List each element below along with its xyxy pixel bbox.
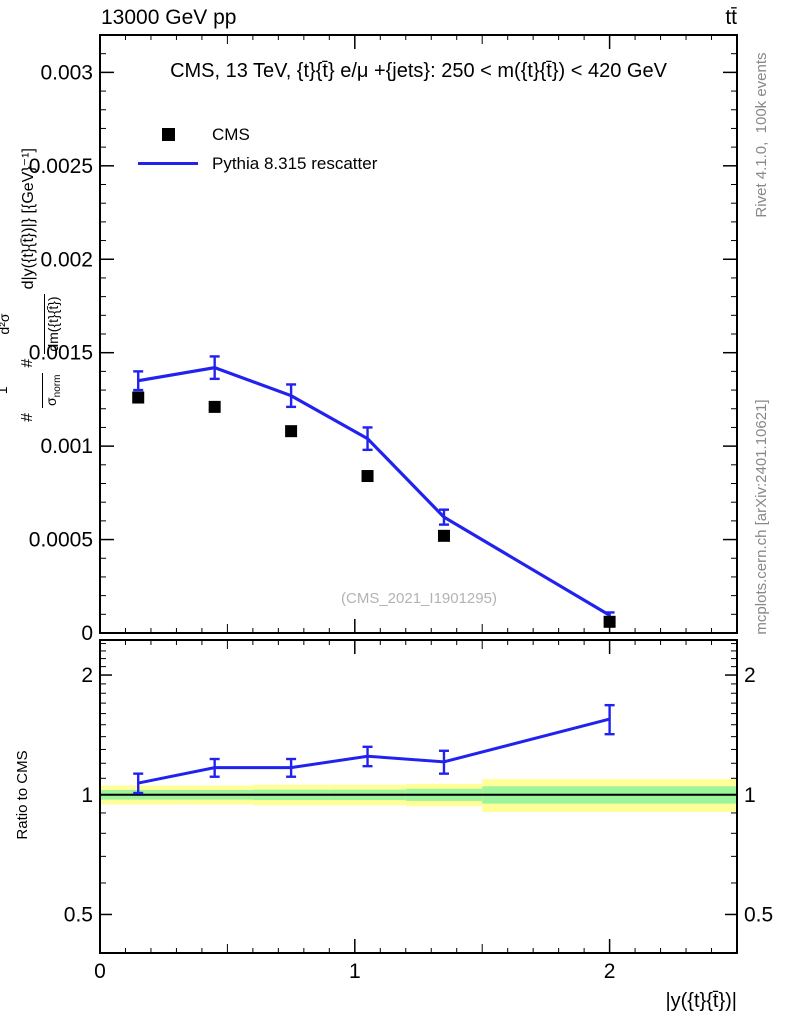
axis-ticks [100, 34, 737, 953]
svg-text:1: 1 [349, 960, 361, 983]
main-y-axis-label: # 1 σnorm # d²σ dm({t}{t̄}) d|y({t}{t̄})… [0, 85, 63, 485]
legend-label-cms: CMS [212, 124, 250, 144]
ylabel-fraction-1: 1 σnorm [0, 372, 63, 408]
pythia-line-marker-icon [138, 162, 198, 165]
svg-text:2: 2 [744, 664, 756, 687]
ratio-line [137, 717, 610, 785]
legend-label-pythia: Pythia 8.315 rescatter [212, 153, 378, 173]
svg-text:0.5: 0.5 [744, 903, 773, 926]
cms-square-marker-icon [161, 128, 175, 141]
svg-text:0.0025: 0.0025 [29, 155, 93, 178]
pythia-line [137, 365, 611, 617]
svg-text:0.0015: 0.0015 [29, 342, 93, 365]
tick-labels: 0 0.0005 0.001 0.0015 0.002 0.0025 0.003 0.5 0.5… [29, 61, 773, 983]
svg-text:0: 0 [81, 622, 93, 645]
svg-text:2: 2 [604, 960, 616, 983]
x-axis-label: |y({t}{t̄})| [665, 990, 737, 1012]
ylabel-fraction-2: d²σ dm({t}{t̄}) [0, 294, 61, 354]
svg-text:0: 0 [94, 960, 106, 983]
svg-text:0.002: 0.002 [40, 248, 93, 271]
legend-item-cms: CMS [136, 120, 377, 149]
generator-version-note: Rivet 4.1.0, 100k events [752, 52, 770, 218]
svg-text:2: 2 [81, 664, 93, 687]
plot-title: CMS, 13 TeV, {t}{t̄} e/μ +{jets}: 250 < … [170, 60, 667, 82]
svg-text:0.001: 0.001 [40, 435, 93, 458]
cms-data-points [132, 391, 616, 628]
analysis-watermark: (CMS_2021_I1901295) [341, 590, 497, 607]
process-label: tt̄ [725, 6, 737, 29]
beam-energy-label: 13000 GeV pp [101, 6, 237, 29]
svg-text:0.0005: 0.0005 [29, 529, 93, 552]
pythia-error-bars [133, 355, 615, 620]
legend: CMS Pythia 8.315 rescatter [136, 120, 377, 178]
svg-text:0.5: 0.5 [64, 903, 93, 926]
svg-text:1: 1 [744, 784, 756, 807]
svg-text:1: 1 [81, 784, 93, 807]
ratio-y-axis-label: Ratio to CMS [13, 750, 31, 840]
legend-item-pythia: Pythia 8.315 rescatter [136, 149, 377, 178]
mcplots-source-note: mcplots.cern.ch [arXiv:2401.10621] [752, 399, 770, 635]
svg-text:0.003: 0.003 [40, 61, 93, 84]
